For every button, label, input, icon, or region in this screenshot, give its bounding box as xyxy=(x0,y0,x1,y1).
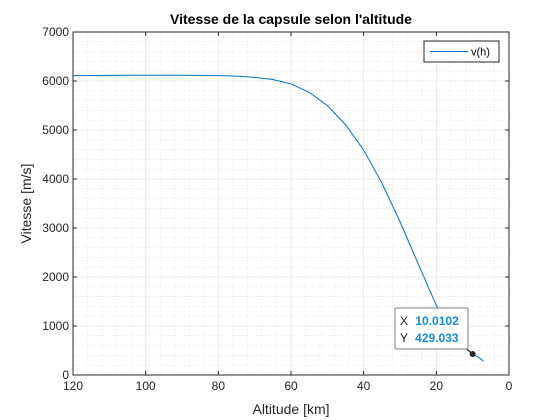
y-tick-labels: 0 1000 2000 3000 4000 5000 6000 7000 xyxy=(42,25,69,382)
y-tick-label: 6000 xyxy=(42,74,69,88)
x-tick-label: 0 xyxy=(506,379,513,393)
legend[interactable]: v(h) xyxy=(423,40,500,63)
y-tick-label: 7000 xyxy=(42,25,69,39)
y-tick-label: 3000 xyxy=(42,221,69,235)
x-tick-labels: 120 100 80 60 40 20 0 xyxy=(63,379,513,393)
legend-label: v(h) xyxy=(471,47,490,59)
chart-title: Vitesse de la capsule selon l'altitude xyxy=(170,11,412,27)
datatip[interactable]: X 10.0102 Y 429.033 xyxy=(394,307,476,357)
x-axis-label: Altitude [km] xyxy=(252,401,329,417)
datatip-x-row: X 10.0102 xyxy=(400,314,459,328)
datatip-x-label: X xyxy=(400,314,408,328)
x-tick-label: 60 xyxy=(284,379,298,393)
datatip-box xyxy=(394,307,469,350)
y-tick-label: 2000 xyxy=(42,270,69,284)
datatip-y-row: Y 429.033 xyxy=(400,331,459,345)
datatip-y-value: 429.033 xyxy=(415,331,459,345)
y-tick-label: 5000 xyxy=(42,123,69,137)
y-tick-label: 1000 xyxy=(42,319,69,333)
x-tick-label: 40 xyxy=(357,379,371,393)
x-tick-label: 80 xyxy=(212,379,226,393)
datatip-y-label: Y xyxy=(400,331,408,345)
tick-marks xyxy=(72,31,510,376)
x-tick-label: 20 xyxy=(430,379,444,393)
y-tick-label: 0 xyxy=(62,368,69,382)
x-tick-label: 100 xyxy=(136,379,156,393)
y-axis-label: Vitesse [m/s] xyxy=(18,164,34,244)
y-tick-label: 4000 xyxy=(42,172,69,186)
datatip-x-value: 10.0102 xyxy=(415,314,459,328)
x-tick-label: 120 xyxy=(63,379,83,393)
datatip-marker[interactable] xyxy=(469,350,476,357)
